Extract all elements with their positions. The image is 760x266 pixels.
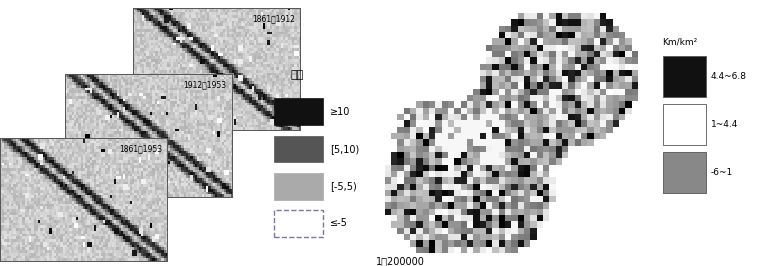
Text: [5,10): [5,10): [331, 144, 359, 154]
Text: 4.4~6.8: 4.4~6.8: [711, 72, 747, 81]
Text: 1912－1953: 1912－1953: [184, 81, 226, 90]
Bar: [663, 152, 705, 193]
Text: 1861－1953: 1861－1953: [119, 144, 162, 153]
Text: 图例: 图例: [291, 70, 304, 80]
Bar: [663, 56, 705, 97]
Text: 1861－1912: 1861－1912: [252, 14, 295, 23]
Text: 1~4.4: 1~4.4: [711, 120, 738, 129]
Text: [-5,5): [-5,5): [331, 181, 357, 191]
Bar: [274, 210, 323, 237]
Text: ≥10: ≥10: [331, 107, 351, 117]
Bar: [663, 104, 705, 145]
Text: Km/km²: Km/km²: [663, 37, 698, 46]
Text: -6~1: -6~1: [711, 168, 733, 177]
Bar: [274, 98, 323, 125]
Text: 1：200000: 1：200000: [375, 256, 424, 266]
Bar: [274, 136, 323, 162]
Text: ≤-5: ≤-5: [331, 218, 348, 228]
Bar: [274, 173, 323, 200]
